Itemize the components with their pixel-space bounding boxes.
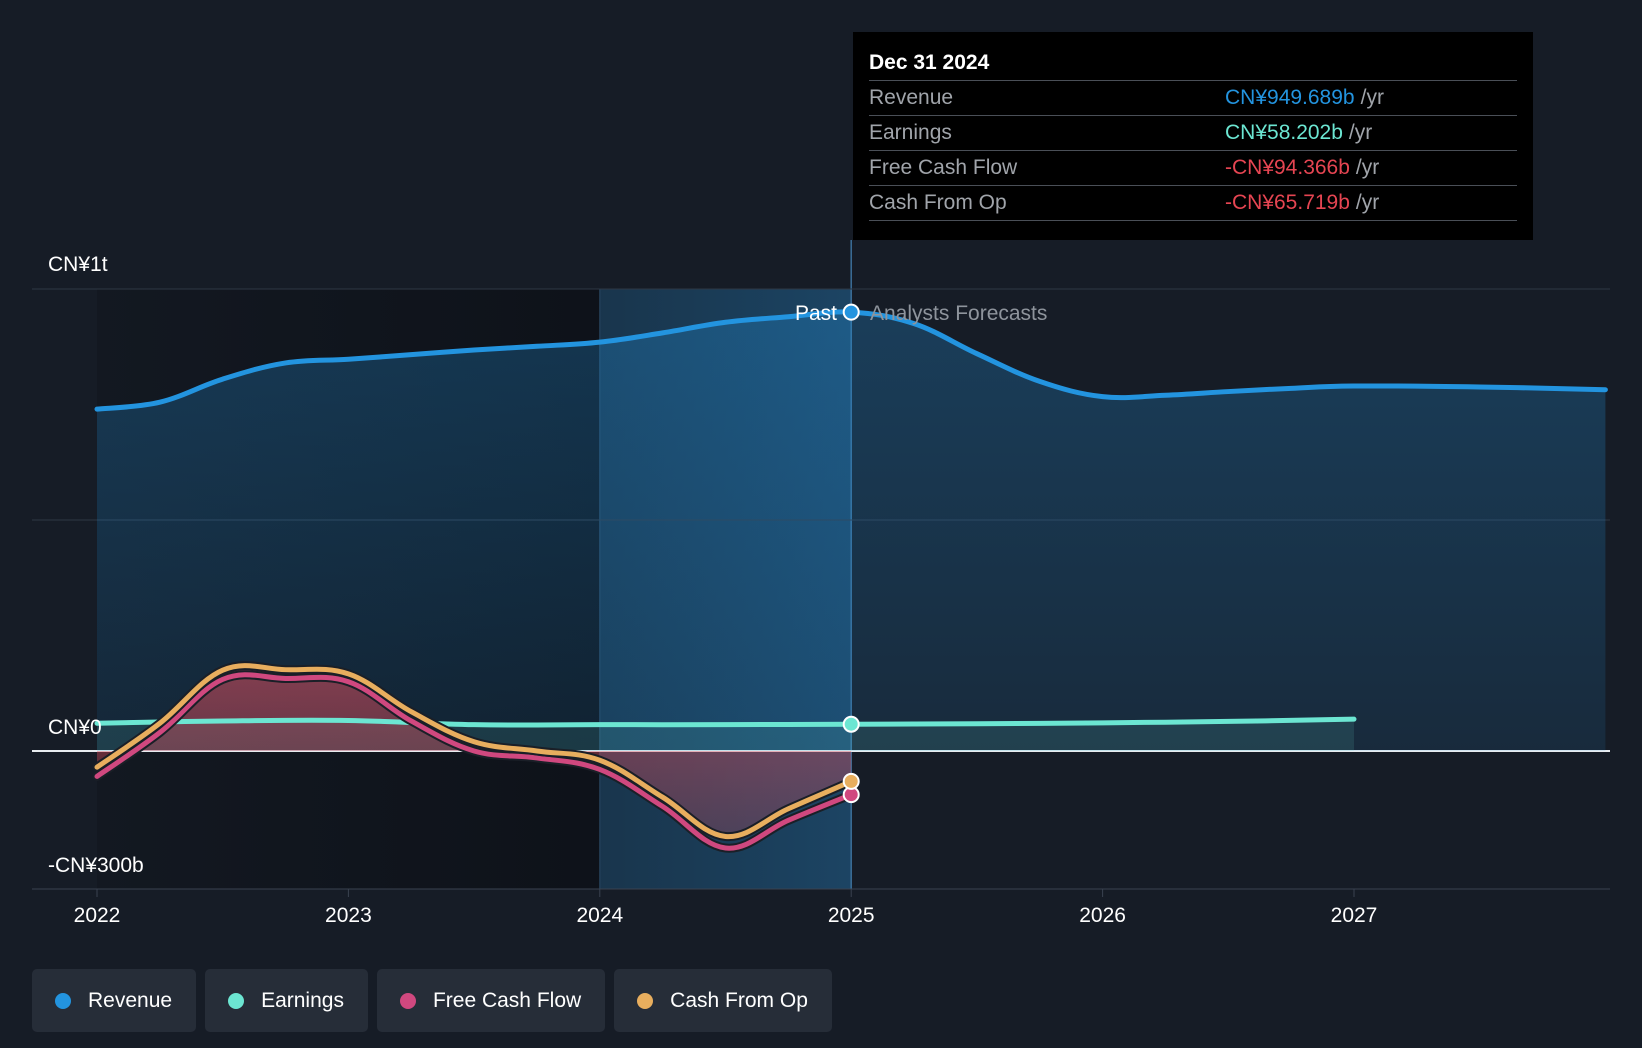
- x-tick-label: 2023: [325, 904, 372, 927]
- legend-dot-icon: [55, 992, 71, 1009]
- x-tick-label: 2024: [576, 904, 623, 927]
- past-label: Past: [795, 302, 837, 325]
- earnings-line: [94, 716, 1357, 728]
- tooltip-value: CN¥58.202b: [1225, 121, 1343, 144]
- tooltip-value: CN¥949.689b: [1225, 86, 1355, 109]
- tooltip-row-cash-from-op: Cash From Op -CN¥65.719b /yr: [869, 186, 1517, 221]
- chart-legend: Revenue Earnings Free Cash Flow Cash Fro…: [32, 969, 832, 1032]
- x-tick-label: 2026: [1079, 904, 1126, 927]
- legend-label: Revenue: [88, 988, 173, 1012]
- tooltip-unit: /yr: [1348, 121, 1373, 144]
- tooltip-row-earnings: Earnings CN¥58.202b /yr: [869, 116, 1517, 151]
- x-tick-label: 2025: [828, 904, 875, 927]
- revenue-line: [94, 309, 1608, 412]
- tooltip-label: Cash From Op: [869, 191, 1007, 214]
- data-tooltip: Dec 31 2024 Revenue CN¥949.689b /yr Earn…: [853, 32, 1533, 240]
- legend-item-free-cash-flow[interactable]: Free Cash Flow: [376, 969, 606, 1032]
- legend-label: Earnings: [261, 988, 344, 1012]
- axis-ticks: 2022 2023 2024 2025 2026 2027 CN¥1t CN¥0 -CN¥300…: [48, 253, 1377, 927]
- y-tick-label: -CN¥300b: [48, 854, 144, 877]
- legend-dot-icon: [228, 992, 245, 1009]
- tooltip-unit: /yr: [1360, 86, 1384, 109]
- legend-item-cash-from-op[interactable]: Cash From Op: [614, 969, 832, 1032]
- tooltip-unit: /yr: [1355, 191, 1380, 214]
- cash-from-op-line: [94, 663, 854, 839]
- series-lines: [92, 309, 1608, 853]
- tooltip-row-revenue: Revenue CN¥949.689b /yr: [869, 81, 1517, 116]
- x-tick-label: 2027: [1331, 904, 1378, 927]
- legend-item-revenue[interactable]: Revenue: [32, 969, 197, 1032]
- tooltip-row-free-cash-flow: Free Cash Flow -CN¥94.366b /yr: [869, 151, 1517, 186]
- earnings-marker: [842, 715, 860, 733]
- x-tick-label: 2022: [74, 904, 121, 927]
- legend-dot-icon: [399, 992, 416, 1009]
- tooltip-label: Earnings: [869, 121, 952, 144]
- legend-dot-icon: [637, 992, 654, 1009]
- free-cash-flow-line: [94, 672, 854, 851]
- legend-label: Cash From Op: [670, 988, 808, 1012]
- legend-item-earnings[interactable]: Earnings: [205, 969, 368, 1032]
- cash-from-op-marker: [842, 772, 860, 790]
- tooltip-label: Revenue: [869, 86, 954, 109]
- revenue-area: [97, 311, 1606, 751]
- tooltip-value: -CN¥94.366b: [1225, 156, 1350, 179]
- y-tick-label: CN¥1t: [48, 253, 108, 276]
- tooltip-unit: /yr: [1355, 156, 1380, 179]
- tooltip-label: Free Cash Flow: [869, 156, 1018, 179]
- tooltip-value: -CN¥65.719b: [1225, 191, 1350, 214]
- forecast-label: Analysts Forecasts: [870, 302, 1047, 325]
- legend-label: Free Cash Flow: [432, 988, 582, 1012]
- past-forecast-divider: Past Analysts Forecasts: [795, 302, 1047, 325]
- revenue-marker: [842, 303, 860, 321]
- series-markers: [842, 303, 860, 804]
- tooltip-date: Dec 31 2024: [869, 46, 1517, 81]
- y-tick-label: CN¥0: [48, 716, 102, 739]
